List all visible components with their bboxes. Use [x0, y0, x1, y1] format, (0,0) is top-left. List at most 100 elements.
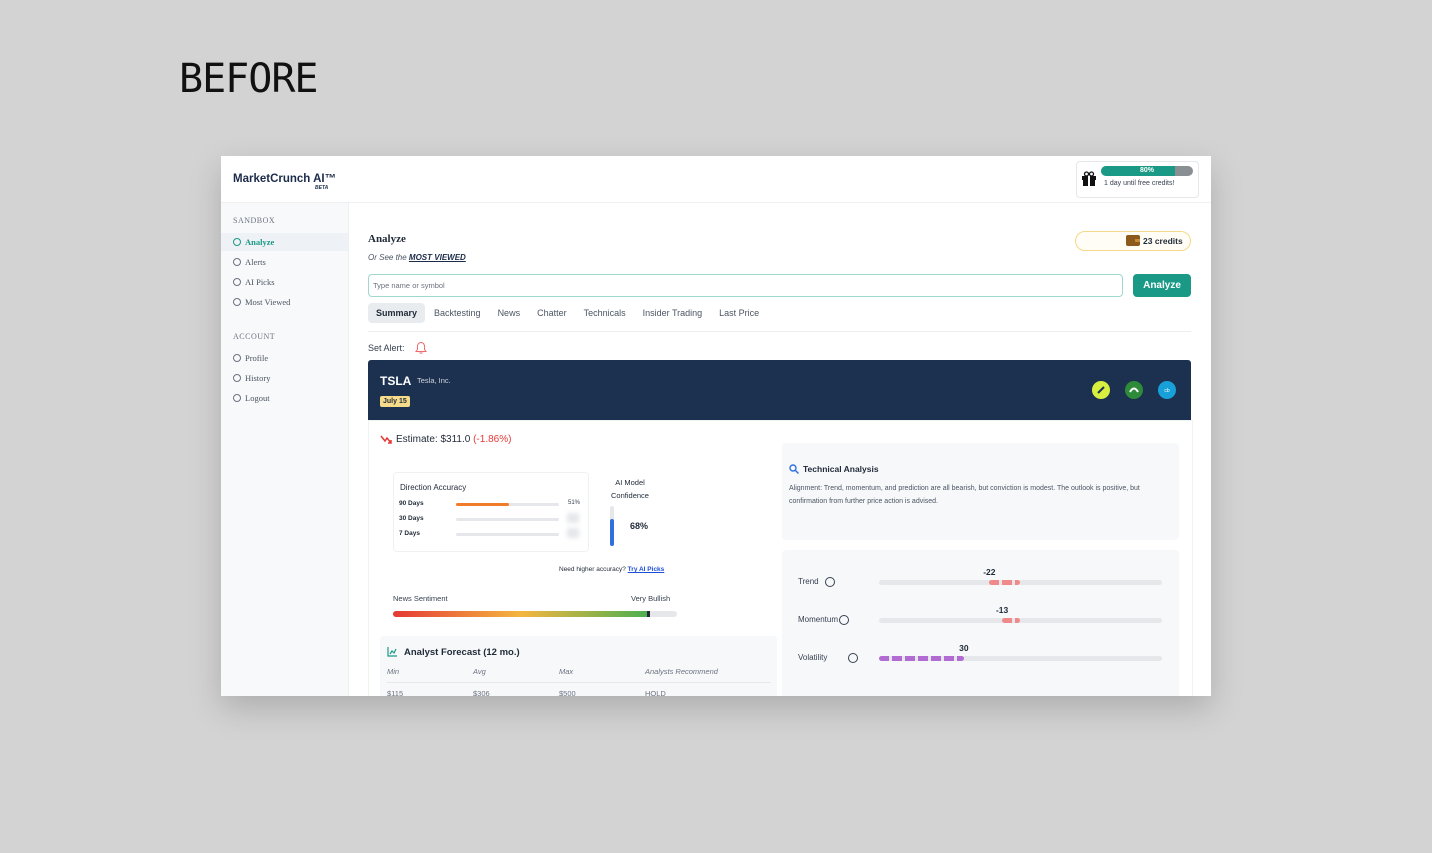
- forecast-column: Min: [387, 667, 400, 676]
- sidebar-item[interactable]: Logout: [245, 393, 270, 403]
- wallet-icon: [1126, 235, 1140, 246]
- sidebar-icon: [233, 298, 241, 306]
- accuracy-row-label: 7 Days: [399, 530, 420, 537]
- page-title: Analyze: [368, 233, 406, 245]
- accuracy-row-label: 30 Days: [399, 515, 424, 522]
- search-icon: [789, 464, 799, 474]
- tab[interactable]: Summary: [368, 303, 426, 323]
- estimate: Estimate: $311.0 (-1.86%): [396, 434, 511, 445]
- indicator-track: [879, 656, 1162, 661]
- accuracy-track: [456, 518, 559, 521]
- accuracy-title: Direction Accuracy: [400, 483, 467, 492]
- accuracy-value: 51%: [568, 500, 581, 506]
- bell-icon[interactable]: [415, 341, 427, 354]
- indicators-card: [782, 550, 1179, 696]
- ticker-symbol: TSLA: [380, 374, 412, 388]
- forecast-value: $115: [387, 689, 404, 696]
- sidebar: [221, 203, 349, 696]
- indicator-bar: [1002, 618, 1021, 623]
- sentiment-label: Very Bullish: [631, 594, 671, 603]
- indicator-value: -22: [983, 567, 996, 577]
- estimate-change: (-1.86%): [473, 434, 512, 445]
- info-icon: [838, 615, 849, 625]
- tab[interactable]: Chatter: [537, 308, 567, 318]
- sidebar-active-bg: [221, 233, 348, 251]
- down-arrow: [380, 435, 392, 444]
- before-label: BEFORE: [179, 56, 318, 102]
- accuracy-track: [456, 533, 559, 536]
- tab[interactable]: Backtesting: [434, 308, 481, 318]
- accuracy-track: [456, 503, 559, 506]
- gift-icon: [1082, 171, 1096, 186]
- info-icon: [848, 653, 858, 663]
- subtitle: Or See the MOST VIEWED: [368, 253, 466, 262]
- indicator-bar: [989, 580, 1021, 585]
- sidebar-icon: [233, 258, 241, 266]
- accuracy-box: [393, 472, 589, 552]
- indicator-track: [879, 618, 1162, 623]
- forecast-value: $306: [473, 689, 490, 696]
- ai-picks-link[interactable]: Try AI Picks: [627, 566, 665, 573]
- tab[interactable]: Last Price: [719, 308, 760, 318]
- sidebar-icon: [233, 278, 241, 286]
- sidebar-section-title: ACCOUNT: [233, 332, 276, 341]
- tab-divider: [368, 331, 1191, 332]
- blurred-value: [567, 528, 579, 538]
- confidence-track: [610, 506, 614, 546]
- accuracy-note: Need higher accuracy? Try AI Picks: [559, 566, 664, 573]
- sentiment-gradient: [393, 611, 649, 617]
- indicator-track: [879, 580, 1162, 585]
- forecast-title: Analyst Forecast (12 mo.): [404, 647, 520, 658]
- svg-text:cb: cb: [1164, 388, 1170, 394]
- forecast-column: Analysts Recommend: [645, 667, 718, 676]
- subtitle-text: Or See the: [368, 253, 407, 262]
- forecast-column: Avg: [473, 667, 486, 676]
- beta-badge: BETA: [315, 185, 329, 191]
- indicator-bar: [879, 656, 964, 661]
- sentiment-marker: [647, 611, 650, 617]
- forecast-value: HOLD: [645, 689, 666, 696]
- tab-bar: Summary Backtesting News Chatter Technicals I…: [368, 303, 767, 323]
- progress-bar: [1101, 166, 1175, 176]
- sidebar-item[interactable]: AI Picks: [245, 277, 275, 287]
- indicator-value: -13: [995, 605, 1009, 615]
- indicator-name: Volatility: [798, 653, 828, 662]
- technical-title: Technical Analysis: [803, 464, 879, 474]
- indicator-name: Trend: [798, 577, 819, 586]
- forecast-value: $500: [559, 689, 576, 696]
- sidebar-icon: [233, 374, 241, 382]
- sidebar-icon: [233, 354, 241, 362]
- analyze-button[interactable]: Analyze: [1133, 274, 1191, 297]
- most-viewed-link[interactable]: MOST VIEWED: [408, 253, 466, 262]
- share-icons[interactable]: cb: [1091, 380, 1183, 400]
- sidebar-icon: [233, 394, 241, 402]
- tab[interactable]: Insider Trading: [642, 308, 703, 318]
- tab[interactable]: News: [497, 308, 521, 318]
- confidence-title: AI Model Confidence: [611, 478, 649, 500]
- info-icon: [825, 577, 835, 587]
- forecast-divider: [387, 682, 771, 683]
- ticker-name: Tesla, Inc.: [417, 376, 451, 385]
- technical-card: [782, 443, 1179, 540]
- forecast-card: [380, 636, 777, 696]
- progress-label: 80%: [1139, 167, 1154, 174]
- sidebar-item[interactable]: Profile: [245, 353, 269, 363]
- sidebar-item[interactable]: History: [245, 373, 271, 383]
- tab[interactable]: Technicals: [583, 308, 626, 318]
- sidebar-section-title: SANDBOX: [233, 216, 276, 225]
- confidence-label: 68%: [630, 521, 649, 531]
- chart-icon: [387, 647, 397, 657]
- estimate-label: Estimate: $311.0: [396, 434, 471, 445]
- credits-label: 23 credits: [1143, 236, 1183, 246]
- search-input[interactable]: [368, 274, 1123, 297]
- sidebar-item[interactable]: Alerts: [245, 257, 266, 267]
- sidebar-item[interactable]: Most Viewed: [245, 297, 291, 307]
- confidence-bar: [610, 518, 614, 546]
- header: [221, 156, 1211, 203]
- sidebar-item[interactable]: Analyze: [245, 237, 275, 247]
- logo[interactable]: MarketCrunch AI™: [233, 173, 337, 185]
- search-placeholder: Type name or symbol: [373, 281, 445, 290]
- indicator-value: 30: [959, 643, 969, 653]
